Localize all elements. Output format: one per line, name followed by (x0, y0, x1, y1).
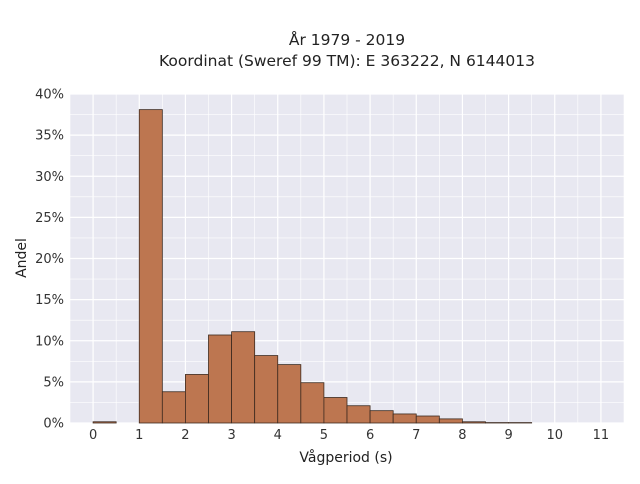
y-axis-title: Andel (14, 238, 30, 278)
y-tick-label: 40% (35, 88, 64, 103)
x-tick-label: 11 (593, 428, 610, 443)
histogram-bar (185, 374, 208, 423)
histogram-bar (393, 414, 416, 423)
x-axis-title: Vågperiod (s) (299, 449, 392, 466)
x-tick-label: 1 (135, 428, 143, 443)
x-tick-label: 6 (366, 428, 374, 443)
y-tick-label: 15% (35, 293, 64, 308)
x-tick-label: 8 (458, 428, 466, 443)
x-tick-label: 0 (89, 428, 97, 443)
histogram-bar (278, 365, 301, 423)
histogram-bar (232, 332, 255, 423)
histogram-bar (255, 356, 278, 423)
chart-title-line-1: År 1979 - 2019 (289, 30, 405, 49)
histogram-bar (301, 383, 324, 423)
y-tick-label: 20% (35, 252, 64, 267)
histogram-bar (416, 416, 439, 423)
histogram-bar (139, 110, 162, 423)
histogram-bar (162, 392, 185, 423)
x-tick-label: 4 (274, 428, 282, 443)
histogram-bar (462, 422, 485, 423)
x-tick-label: 9 (504, 428, 512, 443)
x-tick-label: 5 (320, 428, 328, 443)
histogram-bar (93, 422, 116, 423)
y-tick-label: 0% (43, 417, 64, 432)
chart-title-line-2: Koordinat (Sweref 99 TM): E 363222, N 61… (159, 52, 535, 70)
y-tick-label: 25% (35, 211, 64, 226)
histogram-bar (347, 406, 370, 423)
x-tick-label: 7 (412, 428, 420, 443)
histogram-bar (370, 411, 393, 423)
y-tick-label: 35% (35, 129, 64, 144)
y-tick-label: 30% (35, 170, 64, 185)
y-tick-label: 10% (35, 334, 64, 349)
histogram-bar (324, 398, 347, 423)
x-tick-label: 3 (227, 428, 235, 443)
histogram-bar (439, 419, 462, 423)
x-tick-label: 2 (181, 428, 189, 443)
x-tick-label: 10 (546, 428, 563, 443)
histogram-bar (209, 335, 232, 423)
y-tick-label: 5% (43, 375, 64, 390)
